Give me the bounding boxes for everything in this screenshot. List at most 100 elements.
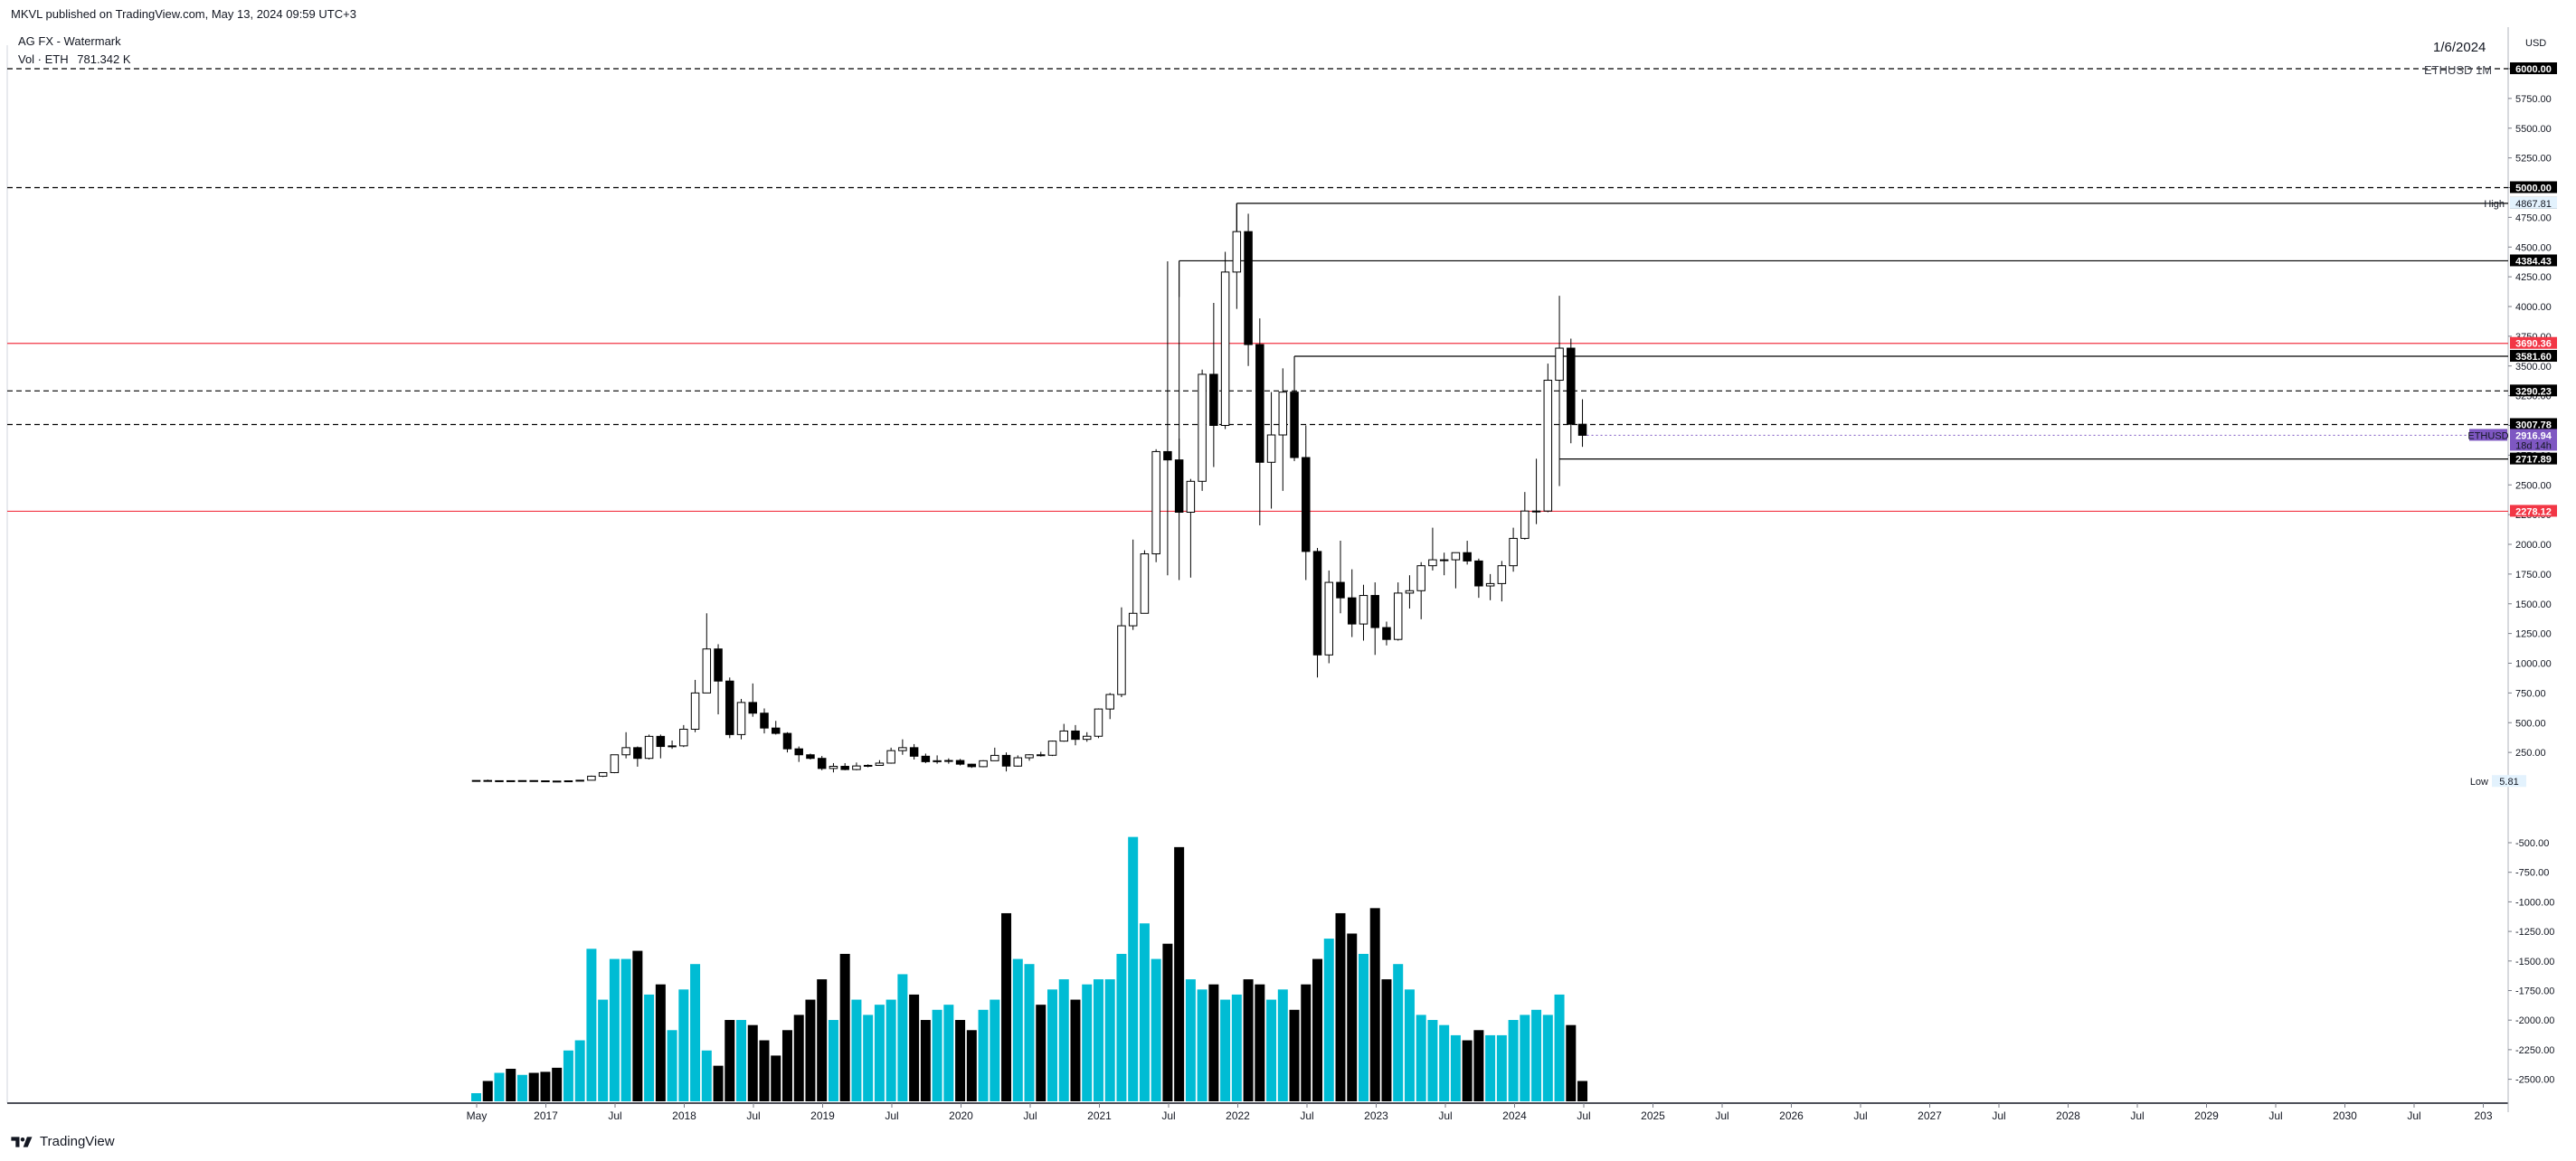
volume-bar (1554, 994, 1565, 1101)
volume-bar (1508, 1020, 1519, 1101)
volume-bar (1255, 984, 1265, 1101)
volume-bar (1001, 912, 1012, 1101)
volume-bar (1393, 964, 1404, 1101)
candle-body (610, 754, 620, 773)
volume-tick-label: -1500.00 (2515, 957, 2554, 968)
candle-body (990, 754, 999, 761)
tradingview-brand[interactable]: TradingView (11, 1134, 115, 1149)
candle-body (1405, 590, 1415, 594)
level-tag (2510, 452, 2557, 465)
time-tick-label: 2028 (2056, 1109, 2080, 1122)
volume-bar (1128, 836, 1139, 1101)
low-tag (2492, 775, 2526, 788)
candle-body (1186, 480, 1196, 513)
volume-tick-label: -2500.00 (2515, 1075, 2554, 1086)
volume-bar (1093, 979, 1103, 1101)
time-tick-label: Jul (746, 1109, 760, 1122)
candle-body (1105, 694, 1114, 710)
time-tick-label: 2020 (949, 1109, 973, 1122)
volume-bar (1104, 979, 1115, 1101)
volume-bar (990, 999, 1000, 1101)
current-price-value: 2916.94 (2515, 430, 2552, 441)
chart-title: AG FX - Watermark (18, 34, 121, 48)
volume-bar (516, 1074, 527, 1101)
volume-bar (920, 1020, 931, 1101)
level-tag (2510, 254, 2557, 267)
candle-body (782, 732, 792, 750)
volume-bar (1566, 1024, 1577, 1101)
candle-body (921, 755, 931, 762)
level-tag (2510, 336, 2557, 349)
candle-body (1001, 754, 1011, 767)
price-tick-label: 500.00 (2515, 718, 2546, 729)
level-tag-label: 3290.23 (2515, 386, 2552, 397)
volume-bar (1116, 953, 1127, 1101)
candle-body (1474, 560, 1483, 587)
candle-body (575, 779, 584, 782)
candle-body (1198, 373, 1207, 482)
volume-bar (793, 1015, 804, 1101)
volume-tick-label: -1750.00 (2515, 986, 2554, 997)
candle-body (633, 747, 642, 760)
time-tick-label: Jul (1577, 1109, 1590, 1122)
price-tick-label: 5250.00 (2515, 154, 2552, 165)
candle-body (1416, 565, 1425, 591)
candle-body (1151, 450, 1160, 555)
symbol-readout: ETHUSD 1M (2424, 63, 2492, 77)
price-axis[interactable]: 250.00 500.00 750.00 1000.00 1250.00 1500.00 1… (2508, 64, 2554, 1086)
candle-body (736, 702, 746, 735)
time-tick-label: 2025 (1641, 1109, 1665, 1122)
currency-label: USD (2525, 38, 2547, 49)
volume-bar (736, 1020, 747, 1101)
candle-body (1451, 552, 1461, 561)
low-label: Low (2470, 777, 2488, 788)
published-by-text: MKVL published on TradingView.com, May 1… (11, 7, 356, 21)
volume-bar (1450, 1034, 1461, 1101)
candle-body (1244, 231, 1253, 345)
volume-bar (1012, 958, 1023, 1101)
candle-body (1290, 392, 1299, 458)
candle-body (1567, 347, 1576, 425)
volume-bar (828, 1020, 838, 1101)
volume-bar (655, 984, 666, 1101)
candle-body (517, 779, 527, 782)
volume-bar (690, 964, 701, 1101)
volume-bar (771, 1055, 781, 1101)
volume-bar (713, 1065, 724, 1101)
volume-bar (1462, 1040, 1473, 1101)
candle-body (1140, 553, 1150, 614)
time-tick-label: 2024 (1502, 1109, 1527, 1122)
candle-body (1370, 595, 1379, 628)
volume-bar (678, 989, 689, 1101)
volume-bar (494, 1072, 505, 1101)
candle-body (1266, 434, 1276, 463)
volume-bar (1162, 943, 1173, 1101)
volume-tick-label: -2250.00 (2515, 1045, 2554, 1056)
volume-bar (978, 1009, 989, 1101)
candle-body (1117, 625, 1126, 695)
volume-bar (886, 999, 896, 1101)
volume-bar (552, 1067, 563, 1101)
candle-body (898, 747, 907, 751)
volume-bar (1369, 908, 1380, 1101)
date-readout: 1/6/2024 (2433, 40, 2486, 55)
level-tag-label: 3581.60 (2515, 352, 2552, 363)
price-tick-label: 250.00 (2515, 748, 2546, 759)
time-axis[interactable]: May 2017 Jul 2018 Jul 2019 Jul 2020 Jul 2021 Jul 20… (467, 1103, 2493, 1122)
volume-bar (1139, 923, 1150, 1101)
candle-body (656, 735, 666, 748)
price-tick-label: 4000.00 (2515, 302, 2552, 313)
volume-bar (1312, 958, 1323, 1101)
candle-body (1037, 754, 1046, 757)
level-tag (2510, 350, 2557, 363)
candle-body (1059, 730, 1068, 742)
time-tick-label: Jul (1853, 1109, 1867, 1122)
volume-label: Vol · ETH (18, 52, 69, 66)
volume-bar (1416, 1015, 1426, 1101)
candle-body (967, 763, 977, 768)
time-tick-label: 2026 (1779, 1109, 1804, 1122)
candle-body (1347, 597, 1357, 625)
candle-body (495, 779, 504, 782)
candle-body (852, 765, 861, 770)
